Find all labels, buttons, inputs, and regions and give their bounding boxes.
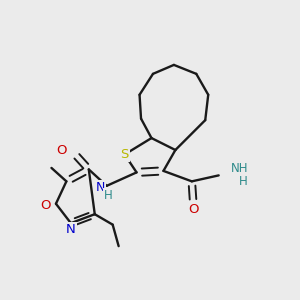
Text: O: O <box>56 144 66 157</box>
Text: N: N <box>66 223 76 236</box>
Text: NH: NH <box>231 162 248 175</box>
Text: O: O <box>40 199 51 212</box>
Text: N: N <box>96 181 105 194</box>
Text: H: H <box>104 189 112 202</box>
Text: S: S <box>120 148 129 161</box>
Text: H: H <box>239 175 248 188</box>
Text: O: O <box>188 203 199 216</box>
